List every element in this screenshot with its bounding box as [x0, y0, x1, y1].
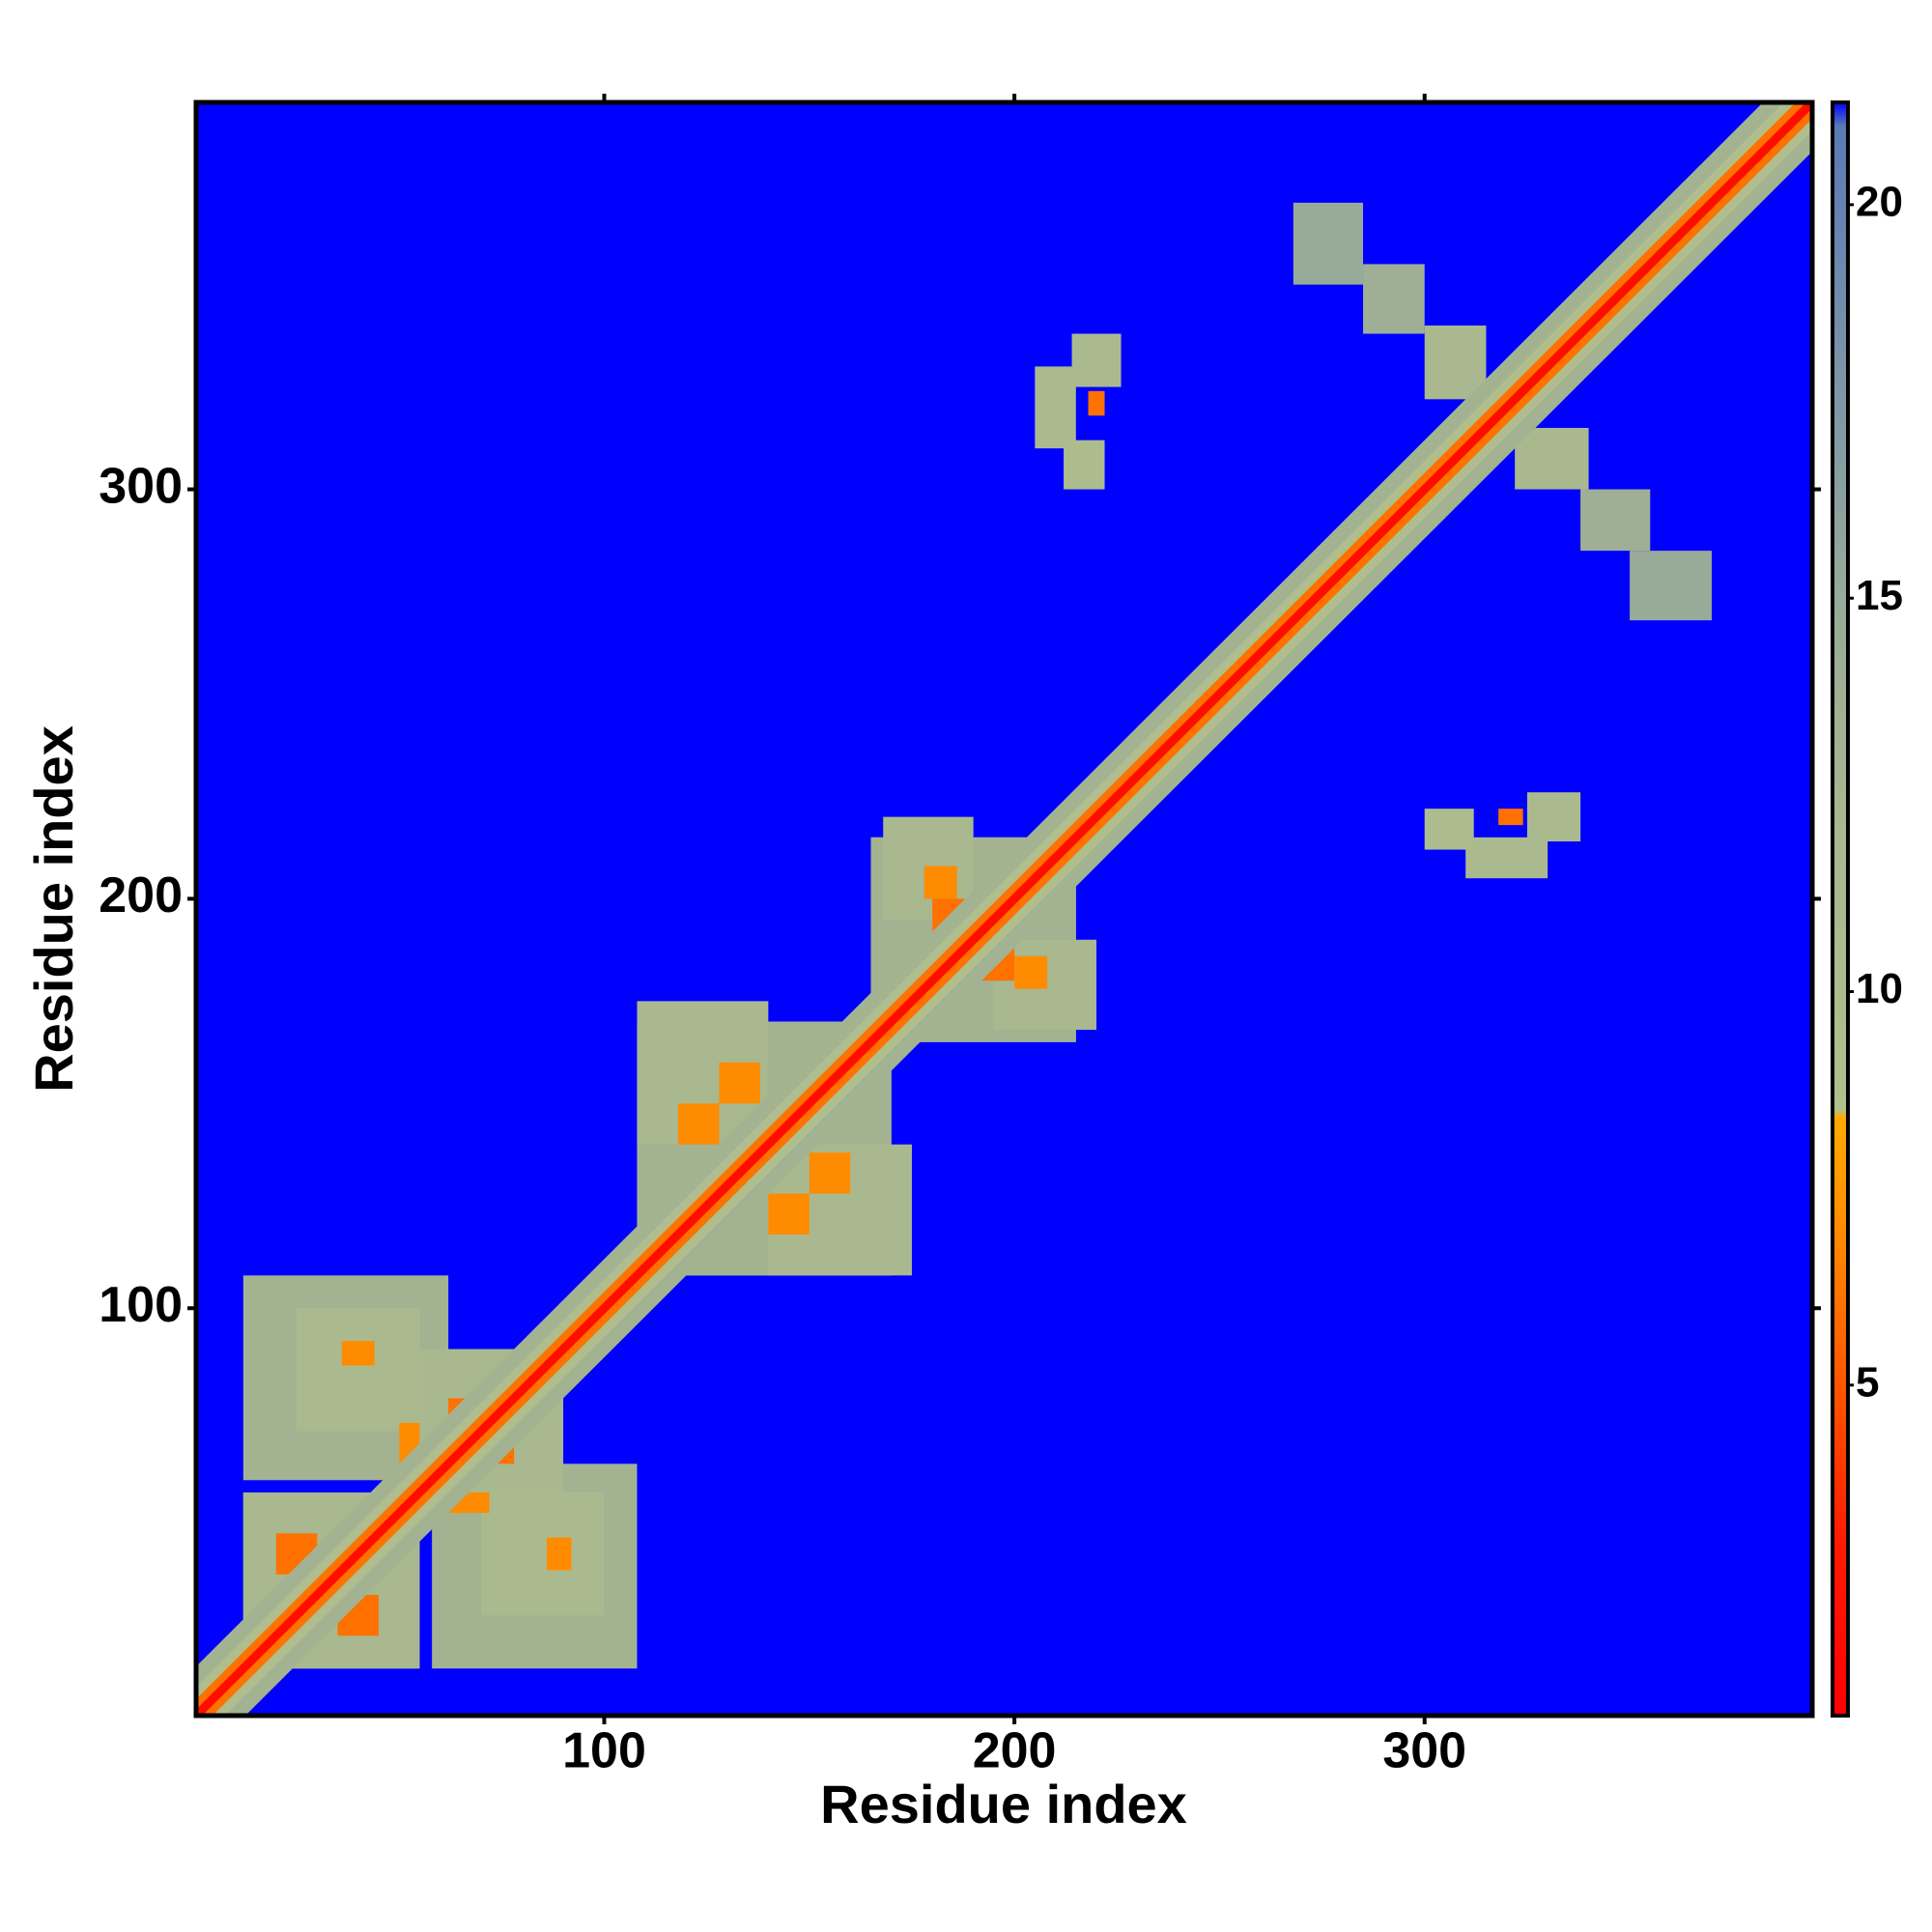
heatmap-patch — [768, 1193, 810, 1235]
heatmap-patch — [481, 1492, 605, 1616]
x-tick-label: 300 — [1382, 1723, 1466, 1779]
heatmap-patch — [1014, 955, 1048, 989]
heatmap-patch — [1071, 333, 1122, 387]
x-tick-label: 200 — [973, 1723, 1057, 1779]
heatmap-patch — [1630, 551, 1712, 621]
x-tick-label: 100 — [562, 1723, 646, 1779]
y-tick-label: 300 — [99, 458, 183, 514]
heatmap-patch — [1088, 390, 1105, 416]
heatmap-patch — [1580, 489, 1651, 552]
plot-area — [196, 102, 1812, 1716]
diagonal-band — [196, 102, 1812, 1716]
heatmap-patch — [923, 866, 957, 899]
plot-frame — [193, 99, 1815, 1719]
colorbar-tick-label: 10 — [1856, 965, 1903, 1012]
heatmap-patch — [297, 1308, 420, 1432]
colorbar-tick-label: 15 — [1856, 572, 1903, 619]
heatmap-patch — [1424, 809, 1474, 850]
heatmap-patch — [719, 1062, 760, 1104]
colorbar-tick-label: 5 — [1856, 1358, 1879, 1406]
heatmap-patch — [1526, 792, 1581, 842]
heatmap-patch — [1293, 202, 1364, 285]
heatmap-patch — [341, 1341, 375, 1366]
y-tick-label: 100 — [99, 1277, 183, 1333]
heatmap-patch — [1498, 809, 1523, 826]
y-tick-label: 200 — [99, 867, 183, 923]
colorbar — [1831, 100, 1850, 1718]
y-axis-title: Residue index — [23, 725, 84, 1093]
heatmap-patch — [1465, 837, 1548, 879]
heatmap-patch — [1064, 440, 1105, 490]
heatmap-patch — [547, 1537, 572, 1571]
x-axis-title: Residue index — [820, 1774, 1187, 1834]
colorbar-tick-label: 20 — [1856, 179, 1903, 226]
heatmap-patch — [1363, 264, 1425, 334]
heatmap-patch — [809, 1152, 851, 1194]
heatmap-patch — [677, 1103, 720, 1145]
heatmap-patch — [1035, 366, 1076, 449]
